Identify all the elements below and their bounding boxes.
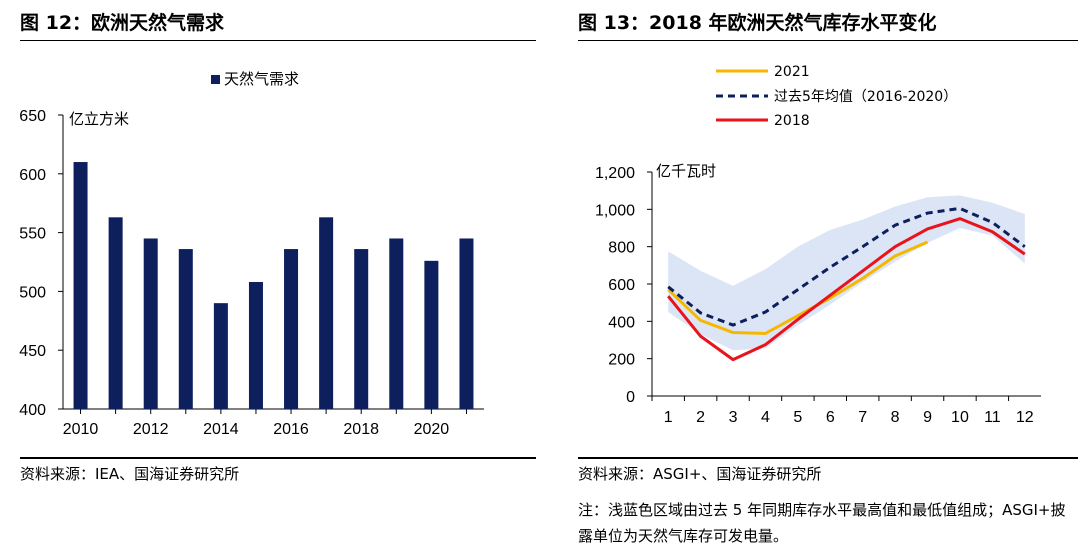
y-tick-label: 500 bbox=[19, 284, 46, 301]
x-tick-label: 5 bbox=[793, 409, 802, 426]
x-tick-label: 3 bbox=[729, 409, 738, 426]
figure-12-source: 资料来源：IEA、国海证券研究所 bbox=[20, 465, 240, 483]
y-tick-label: 0 bbox=[626, 389, 635, 406]
y-tick-label: 1,200 bbox=[595, 165, 635, 182]
x-tick-label: 2016 bbox=[273, 421, 309, 438]
figure-12-panel: 图 12：欧洲天然气需求 400 450 500 550 600 650 亿立方米 2010 2… bbox=[19, 12, 536, 483]
y-tick-label: 400 bbox=[608, 314, 635, 331]
x-tick-label: 8 bbox=[891, 409, 900, 426]
bar bbox=[213, 303, 228, 409]
x-tick-label: 12 bbox=[1016, 409, 1034, 426]
y-tick-label: 600 bbox=[608, 277, 635, 294]
x-tick-label: 2012 bbox=[133, 421, 169, 438]
bar bbox=[354, 249, 369, 409]
x-tick-label: 9 bbox=[923, 409, 932, 426]
series-line bbox=[667, 206, 1026, 327]
x-tick-label: 1 bbox=[664, 409, 673, 426]
x-tick-label: 2018 bbox=[343, 421, 379, 438]
legend-label: 天然气需求 bbox=[224, 70, 299, 88]
x-tick-label: 2014 bbox=[203, 421, 239, 438]
y-tick-label: 550 bbox=[19, 226, 46, 243]
bar bbox=[284, 249, 299, 409]
figure-13-panel: 图 13：2018 年欧洲天然气库存水平变化 0 200 400 600 800 1,00… bbox=[566, 0, 1080, 549]
figure-12-top-rule bbox=[20, 40, 536, 41]
bar bbox=[178, 249, 193, 409]
x-tick-label: 2010 bbox=[63, 421, 99, 438]
figure-13-title: 图 13：2018 年欧洲天然气库存水平变化 bbox=[578, 12, 937, 34]
bar bbox=[143, 238, 158, 409]
x-tick-label: 2 bbox=[696, 409, 705, 426]
x-tick-label: 2020 bbox=[414, 421, 450, 438]
bar bbox=[459, 238, 474, 409]
legend-swatch bbox=[211, 75, 220, 84]
range-band bbox=[668, 195, 1025, 351]
y-unit-label: 亿千瓦时 bbox=[656, 162, 716, 180]
figure-13-source: 资料来源：ASGI+、国海证券研究所 bbox=[578, 465, 822, 483]
x-tick-label: 10 bbox=[951, 409, 969, 426]
figure-12-bottom-rule bbox=[20, 457, 536, 459]
figure-12-title: 图 12：欧洲天然气需求 bbox=[20, 12, 225, 34]
series-line bbox=[667, 217, 1026, 362]
y-unit-label: 亿立方米 bbox=[69, 110, 129, 128]
bar-chart: 400 450 500 550 600 650 亿立方米 2010 2012 2014 2016 20… bbox=[19, 70, 484, 438]
y-tick-label: 200 bbox=[608, 352, 635, 369]
bar bbox=[319, 217, 334, 409]
bar bbox=[389, 238, 404, 409]
y-tick-label: 650 bbox=[19, 108, 46, 125]
bar bbox=[73, 162, 88, 409]
legend-label: 2018 bbox=[774, 113, 810, 129]
series-line bbox=[667, 240, 929, 335]
y-tick-label: 450 bbox=[19, 343, 46, 360]
x-tick-label: 4 bbox=[761, 409, 770, 426]
figure-13-top-rule bbox=[578, 40, 1078, 41]
bar bbox=[248, 281, 263, 409]
x-tick-label: 7 bbox=[858, 409, 867, 426]
bar bbox=[424, 260, 439, 409]
x-tick-label: 11 bbox=[984, 409, 1001, 426]
legend-label: 过去5年均值（2016-2020） bbox=[774, 89, 957, 105]
y-tick-label: 600 bbox=[19, 167, 46, 184]
y-tick-label: 400 bbox=[19, 402, 46, 419]
x-tick-label: 6 bbox=[826, 409, 835, 426]
y-tick-label: 1,000 bbox=[595, 202, 635, 219]
legend-label: 2021 bbox=[774, 64, 810, 80]
y-tick-label: 800 bbox=[608, 240, 635, 257]
figure-13-note: 注：浅蓝色区域由过去 5 年同期库存水平最高值和最低值组成；ASGI+披露单位为… bbox=[578, 501, 1066, 545]
bar bbox=[108, 217, 123, 409]
figure-13-bottom-rule bbox=[578, 457, 1078, 459]
